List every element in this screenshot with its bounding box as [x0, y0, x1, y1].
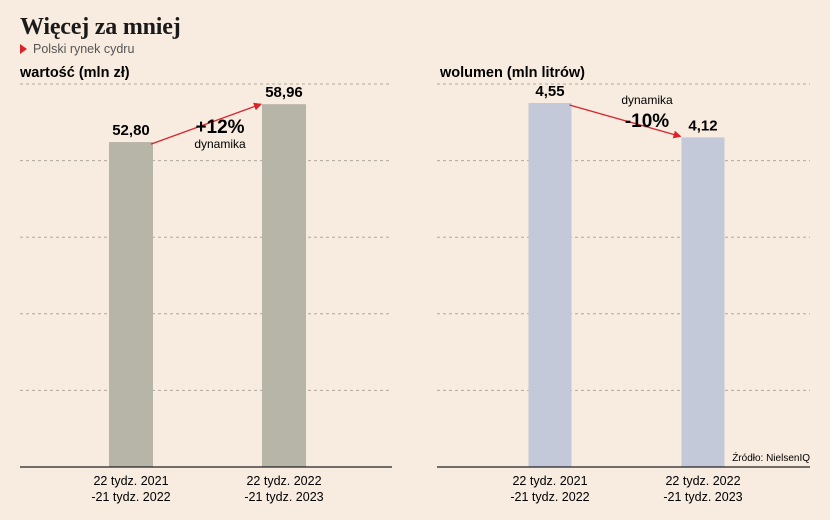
volume-change-label: dynamika	[621, 93, 673, 107]
chart-subtitle: Polski rynek cydru	[20, 42, 134, 56]
volume-data-label: 4,55	[535, 83, 564, 100]
volume-tick-label: 22 tydz. 2021	[512, 474, 587, 488]
volume-axis-title: wolumen (mln litrów)	[439, 65, 585, 81]
value-axis-title: wartość (mln zł)	[19, 65, 130, 81]
value-tick-label: 22 tydz. 2022	[246, 474, 321, 488]
value-change-arrow	[150, 102, 262, 145]
subtitle-text: Polski rynek cydru	[33, 42, 135, 56]
value-tick-label: -21 tydz. 2022	[91, 490, 170, 504]
value-change-label: dynamika	[194, 137, 246, 151]
source-note: Źródło: NielsenIQ	[732, 451, 810, 464]
bullet-triangle-icon	[20, 44, 27, 54]
volume-tick-label: -21 tydz. 2023	[663, 490, 742, 504]
value-data-label: 52,80	[112, 122, 150, 139]
volume-bar	[681, 137, 725, 467]
volume-change-percent: -10%	[625, 111, 669, 132]
value-tick-label: 22 tydz. 2021	[93, 474, 168, 488]
volume-tick-label: -21 tydz. 2022	[510, 490, 589, 504]
volume-change-arrow	[569, 104, 682, 139]
volume-data-label: 4,12	[688, 117, 717, 134]
value-tick-label: -21 tydz. 2023	[244, 490, 323, 504]
value-data-label: 58,96	[265, 84, 303, 101]
value-chart-panel: wartość (mln zł) 52,80 58,96 22 tydz. 202…	[19, 65, 392, 504]
volume-bar	[528, 103, 572, 467]
value-bar	[262, 104, 306, 468]
value-change-percent: +12%	[195, 117, 244, 138]
volume-chart-panel: wolumen (mln litrów) 4,55 4,12 22 tydz. 2…	[437, 65, 810, 504]
chart-title: Więcej za mniej	[20, 14, 181, 40]
value-bar	[109, 142, 153, 468]
volume-tick-label: 22 tydz. 2022	[665, 474, 740, 488]
